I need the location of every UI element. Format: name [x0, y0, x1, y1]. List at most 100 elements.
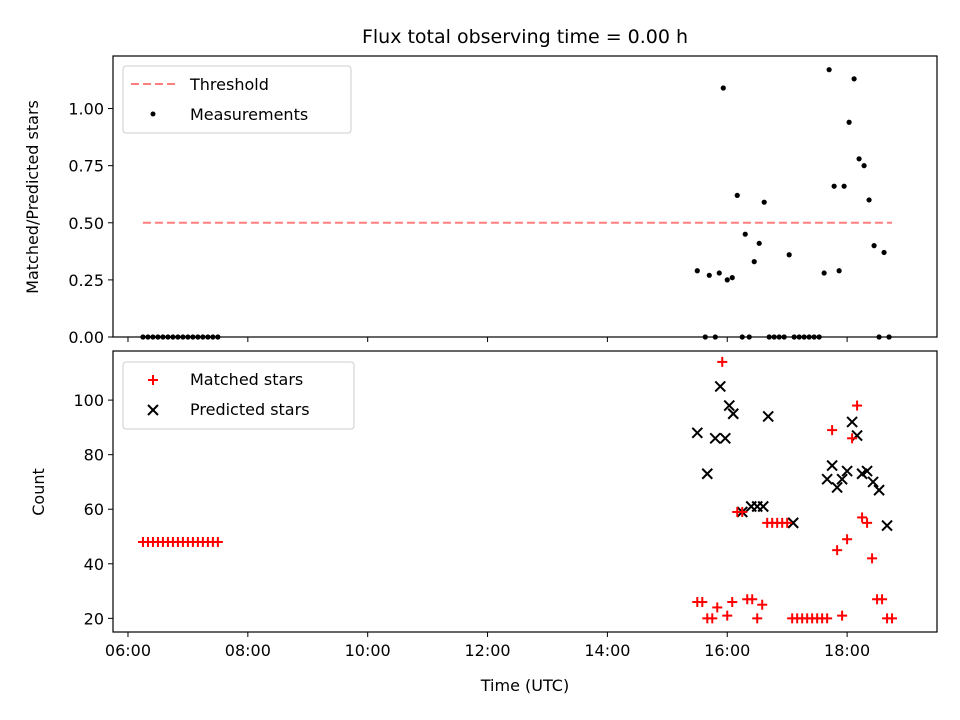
matched-point	[712, 602, 723, 613]
predicted-point	[691, 427, 703, 439]
predicted-point	[881, 519, 893, 532]
measurement-point	[165, 334, 171, 340]
predicted-point	[831, 481, 843, 494]
measurement-point	[876, 334, 882, 340]
bottom-y-ticks: 20 40 60 80 100	[73, 391, 113, 628]
x-tick-label: 14:00	[584, 641, 630, 660]
predicted-point	[861, 465, 873, 477]
predicted-point	[719, 432, 731, 445]
bottom-y-tick-label: 20	[84, 609, 104, 628]
measurement-point	[851, 76, 857, 82]
top-y-ticks: 0.00 0.25 0.50 0.75 1.00	[68, 100, 113, 347]
measurement-point	[140, 334, 146, 340]
measurement-point	[796, 334, 802, 340]
predicted-point	[826, 459, 838, 472]
measurement-point	[841, 183, 847, 189]
measurement-point	[756, 240, 762, 246]
chart-title: Flux total observing time = 0.00 h	[362, 26, 688, 48]
measurement-point	[866, 197, 872, 203]
matched-point	[757, 599, 768, 610]
legend-threshold-label: Threshold	[189, 75, 269, 94]
measurement-point	[751, 259, 757, 265]
matched-point	[747, 594, 758, 605]
measurement-point	[771, 334, 777, 340]
legend-matched-marker	[148, 375, 158, 385]
measurement-point	[791, 334, 797, 340]
x-axis-label: Time (UTC)	[480, 676, 569, 695]
predicted-point	[727, 408, 739, 420]
measurement-point	[190, 334, 196, 340]
measurement-point	[720, 85, 726, 91]
top-legend: Threshold Measurements	[122, 65, 352, 134]
measurement-point	[816, 334, 822, 340]
measurement-point	[155, 334, 161, 340]
measurement-point	[786, 252, 792, 258]
measurement-point	[742, 231, 748, 237]
legend-predicted-swatch	[147, 404, 159, 416]
matched-point	[727, 596, 738, 607]
measurement-point	[145, 334, 151, 340]
measurement-point	[831, 183, 837, 189]
measurement-point	[724, 277, 730, 283]
measurement-point	[801, 334, 807, 340]
measurement-point	[871, 243, 877, 249]
measurement-point	[806, 334, 812, 340]
matched-point	[857, 512, 868, 523]
matched-point	[847, 433, 858, 444]
measurement-point	[185, 334, 191, 340]
matched-point	[862, 517, 873, 528]
predicted-point	[762, 410, 774, 423]
bottom-axes: 20 40 60 80 100 06:00 08:00 10:00 12:00 14:00 16:…	[29, 350, 938, 695]
x-tick-label: 12:00	[464, 641, 510, 660]
predicted-point	[846, 416, 858, 428]
legend-matched-label: Matched stars	[190, 370, 303, 389]
x-tick-label: 10:00	[345, 641, 391, 660]
predicted-point	[757, 500, 769, 513]
matched-point	[822, 613, 833, 624]
x-tick-label: 18:00	[824, 641, 870, 660]
matched-point	[832, 545, 843, 556]
measurement-point	[175, 334, 181, 340]
measurement-point	[811, 334, 817, 340]
predicted-point	[873, 484, 885, 496]
matched-point	[737, 506, 748, 517]
predicted-point	[701, 468, 713, 480]
measurement-point	[766, 334, 772, 340]
legend-matched-swatch	[148, 375, 158, 385]
measurement-point	[881, 249, 887, 256]
matched-point	[707, 613, 718, 624]
legend-measurements-label: Measurements	[190, 105, 308, 124]
measurement-point	[205, 334, 211, 340]
measurement-point	[861, 163, 867, 169]
predicted-point	[714, 380, 726, 393]
matched-point	[867, 553, 878, 564]
measurement-point	[886, 334, 892, 340]
predicted-point	[867, 476, 879, 488]
matched-point	[877, 594, 888, 605]
measurement-point	[716, 270, 722, 276]
bottom-legend-box	[122, 361, 355, 430]
top-y-tick-label: 1.00	[68, 100, 104, 119]
bottom-axes-frame	[112, 350, 938, 633]
matched-point	[852, 400, 863, 411]
measurement-point	[706, 272, 712, 278]
predicted-point	[821, 473, 833, 485]
top-legend-box	[122, 65, 352, 134]
measurement-point	[846, 119, 852, 125]
bottom-x-ticks: 06:00 08:00 10:00 12:00 14:00 16:00 18:00	[105, 632, 870, 660]
measurement-point	[734, 192, 740, 198]
matched-point	[722, 610, 733, 621]
measurement-point	[200, 334, 206, 340]
measurement-point	[836, 268, 842, 274]
predicted-point	[841, 465, 853, 477]
measurement-point	[856, 156, 862, 162]
measurement-point	[781, 334, 787, 340]
matched-point	[842, 534, 853, 545]
top-axes-frame	[112, 55, 938, 338]
measurement-point	[694, 268, 700, 274]
bottom-y-tick-label: 60	[84, 500, 104, 519]
matched-point	[887, 613, 898, 624]
measurement-point	[180, 334, 186, 340]
matched-point	[697, 596, 708, 607]
matched-points	[137, 356, 898, 624]
